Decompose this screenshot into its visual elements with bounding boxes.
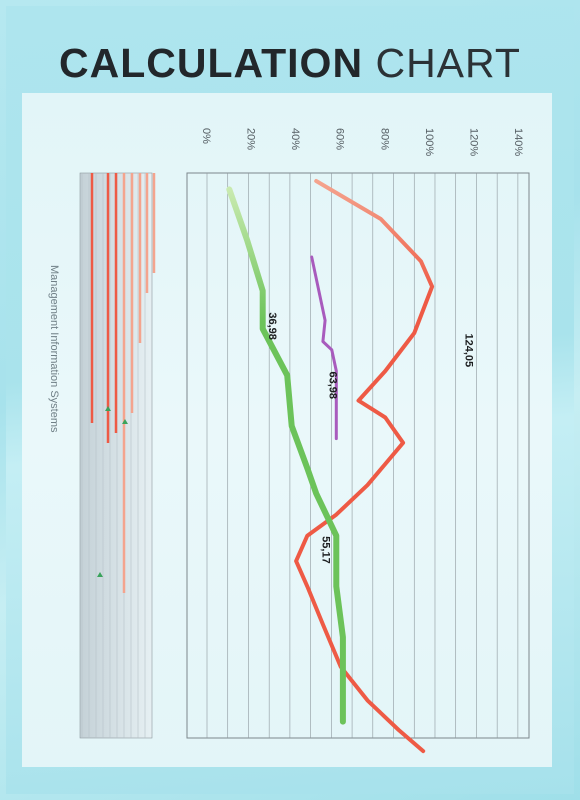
- title-bold: CALCULATION: [59, 40, 364, 86]
- calculation-chart: 0% 20% 40% 60% 80% 100% 120% 140% 36,98 55,17 63,9…: [79, 128, 530, 754]
- data-label: 55,17: [320, 536, 332, 564]
- tick-label: 40%: [289, 128, 301, 150]
- data-label: 63,98: [326, 371, 338, 399]
- strip-marker: [122, 419, 128, 424]
- strip-marker: [97, 572, 103, 577]
- plot-frame: [186, 172, 530, 739]
- chart-panel: 0% 20% 40% 60% 80% 100% 120% 140% 36,98 55,17 63,9…: [22, 93, 552, 767]
- side-label: Management Information Systems: [48, 265, 60, 433]
- strip-marker: [105, 406, 111, 411]
- data-label: 124,05: [462, 333, 474, 367]
- tick-label: 120%: [467, 128, 479, 156]
- page-title: CALCULATION CHART: [0, 40, 580, 87]
- tick-label: 0%: [200, 128, 212, 144]
- green-series-line: [226, 186, 346, 725]
- red-series-line: [294, 179, 435, 754]
- tick-label: 20%: [245, 128, 257, 150]
- tick-label: 80%: [378, 128, 390, 150]
- purple-series-line: [310, 255, 338, 441]
- tick-label: 100%: [423, 128, 435, 156]
- data-label: 36,98: [266, 312, 278, 340]
- title-thin: CHART: [375, 40, 521, 86]
- tick-label: 140%: [512, 128, 524, 156]
- tick-label: 60%: [334, 128, 346, 150]
